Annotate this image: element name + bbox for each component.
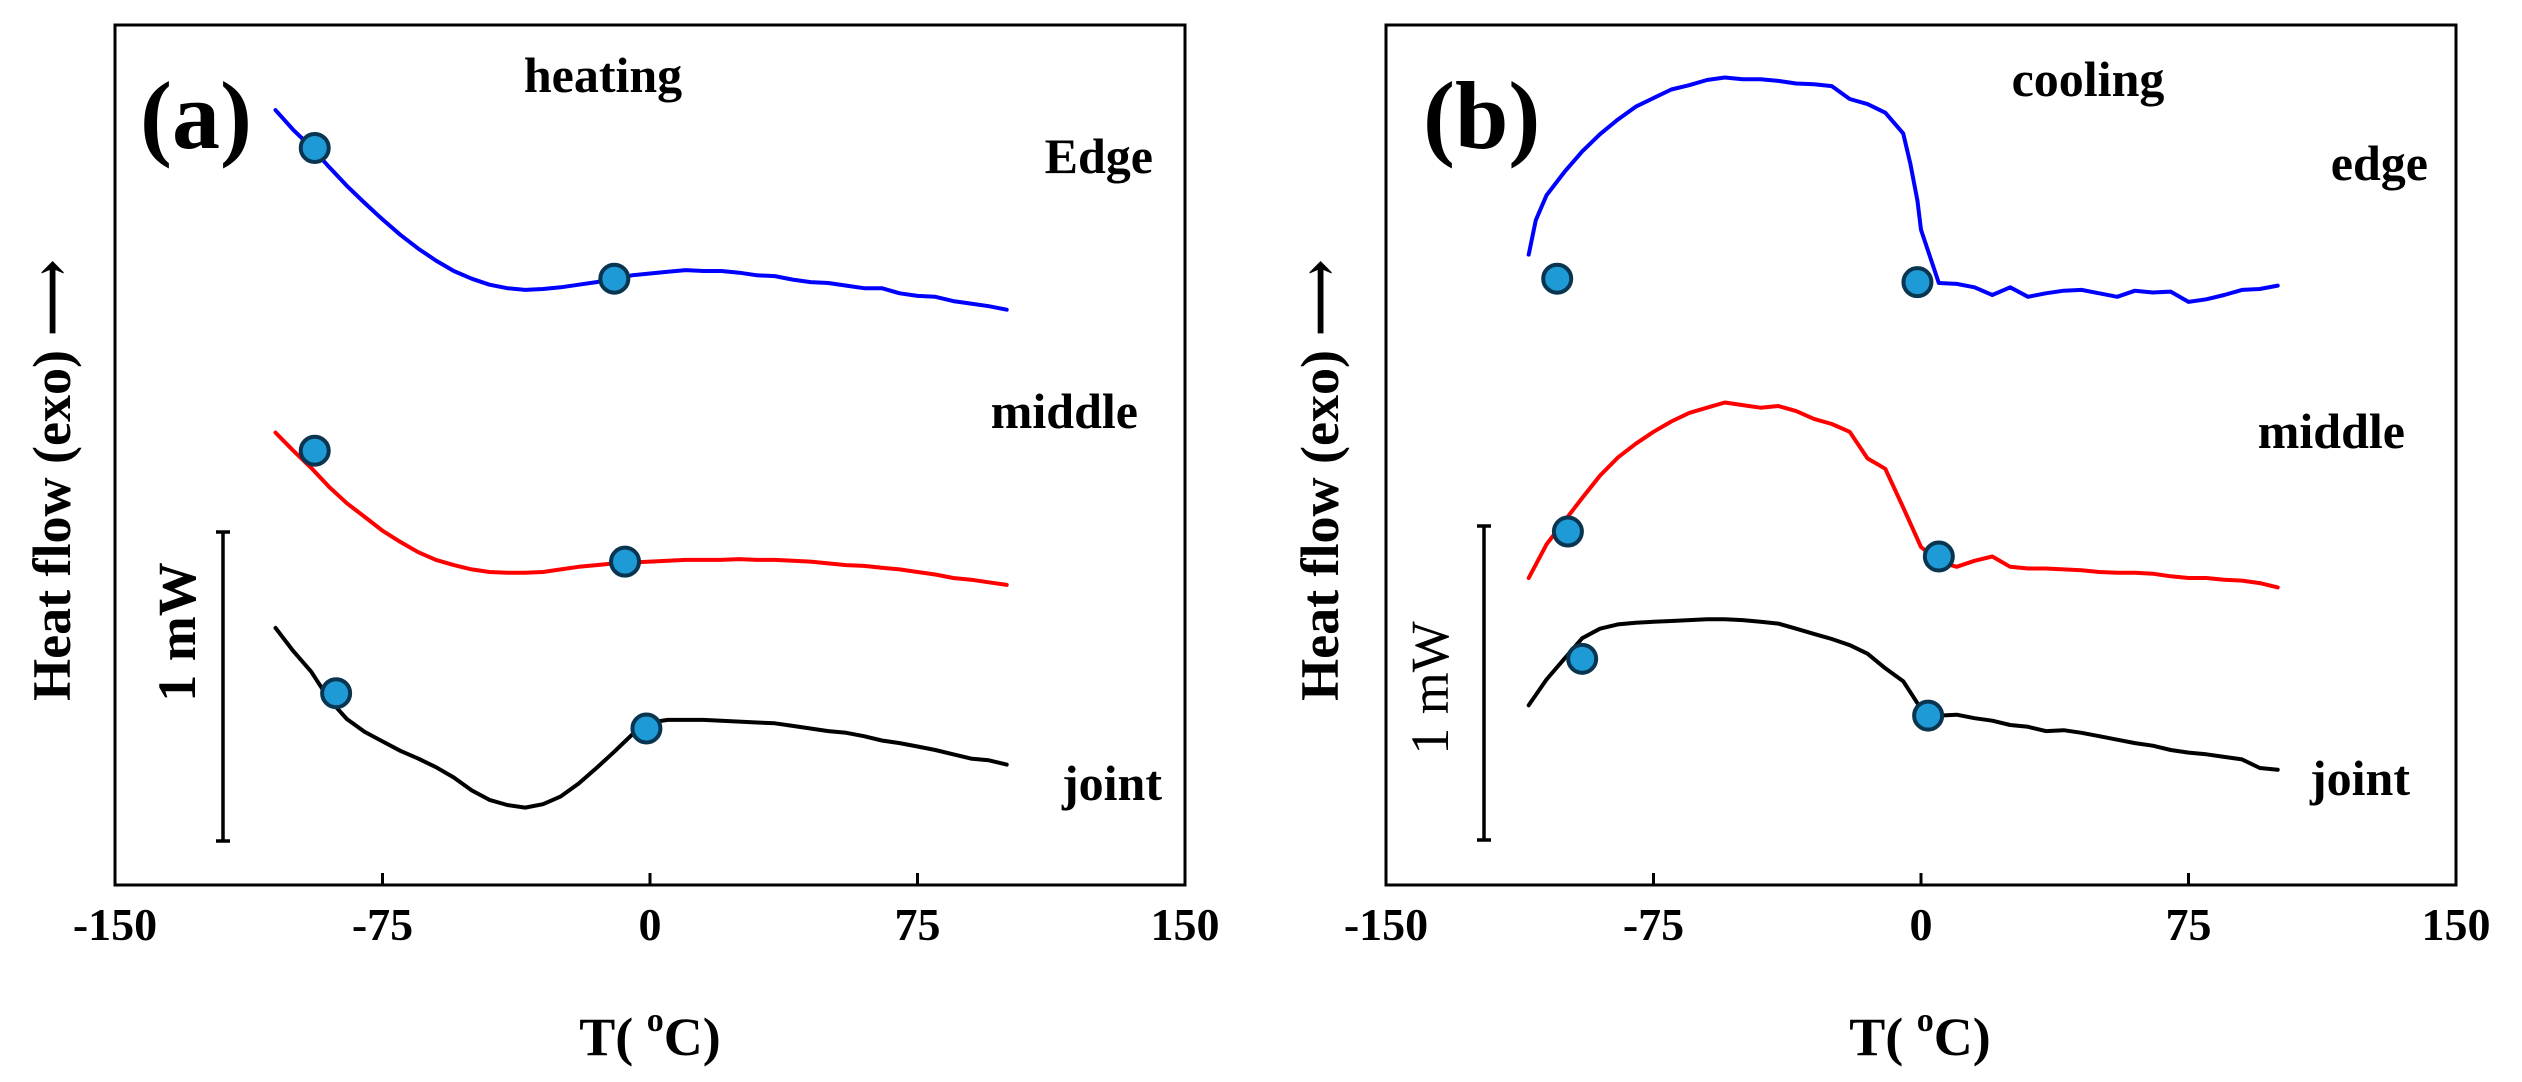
scale-bar-label: 1 mW <box>147 562 207 701</box>
transition-marker <box>598 262 631 295</box>
transition-marker <box>1551 515 1584 548</box>
x-tick-label: 0 <box>639 899 662 950</box>
transition-marker <box>630 712 663 745</box>
x-tick-label: -75 <box>352 899 413 950</box>
mode-label: heating <box>524 47 682 103</box>
series-line-middle <box>273 430 1009 587</box>
x-tick-label: -150 <box>73 899 157 950</box>
transition-marker <box>1541 262 1574 295</box>
transition-marker <box>1901 266 1934 299</box>
plot-frame <box>113 23 1187 887</box>
x-axis-title: T( oC) <box>579 1002 720 1067</box>
series-line-middle <box>1526 400 2280 590</box>
series-line-edge <box>273 108 1009 312</box>
chart-panel-b: -150 -75 0 75 150 (b) cooling edge middle jo… <box>1290 23 2491 1067</box>
x-tick-label: 150 <box>2422 899 2491 950</box>
x-tick-label: 75 <box>2166 899 2212 950</box>
y-axis-title: Heat flow (exo) ⟶ <box>22 259 82 701</box>
x-tick-label: 150 <box>1151 899 1220 950</box>
transition-marker <box>298 131 331 164</box>
transition-marker <box>1922 540 1955 573</box>
y-axis-title: Heat flow (exo) ⟶ <box>1290 259 1350 701</box>
x-axis-title: T( oC) <box>1849 1002 1990 1067</box>
series-label-joint: joint <box>1061 755 1162 811</box>
panel-label: (a) <box>140 62 252 169</box>
transition-marker <box>1912 699 1945 732</box>
series-label-edge: Edge <box>1045 128 1153 184</box>
x-ticks-group: -150 -75 0 75 150 <box>73 873 1220 950</box>
transition-marker <box>609 545 642 578</box>
mode-label: cooling <box>2012 51 2165 107</box>
x-tick-label: 0 <box>1910 899 1933 950</box>
transition-marker <box>298 434 331 467</box>
x-tick-label: -150 <box>1344 899 1428 950</box>
curves-group <box>1526 75 2280 772</box>
series-label-joint: joint <box>2309 750 2410 806</box>
x-tick-label: -75 <box>1623 899 1684 950</box>
curves-group <box>273 108 1009 810</box>
markers-group <box>298 131 663 745</box>
series-label-middle: middle <box>2258 403 2405 459</box>
x-tick-label: 75 <box>895 899 941 950</box>
transition-marker <box>320 677 353 710</box>
series-label-middle: middle <box>991 383 1138 439</box>
series-line-edge <box>1526 75 2280 304</box>
series-line-joint <box>1526 617 2280 772</box>
chart-panel-a: -150 -75 0 75 150 (a) heating Edge middle jo… <box>22 23 1220 1067</box>
x-ticks-group: -150 -75 0 75 150 <box>1344 873 2491 950</box>
panel-label: (b) <box>1423 62 1540 169</box>
scale-bar-label: 1 mW <box>1400 621 1460 755</box>
transition-marker <box>1566 642 1599 675</box>
markers-group <box>1541 262 1955 732</box>
series-label-edge: edge <box>2331 135 2428 191</box>
